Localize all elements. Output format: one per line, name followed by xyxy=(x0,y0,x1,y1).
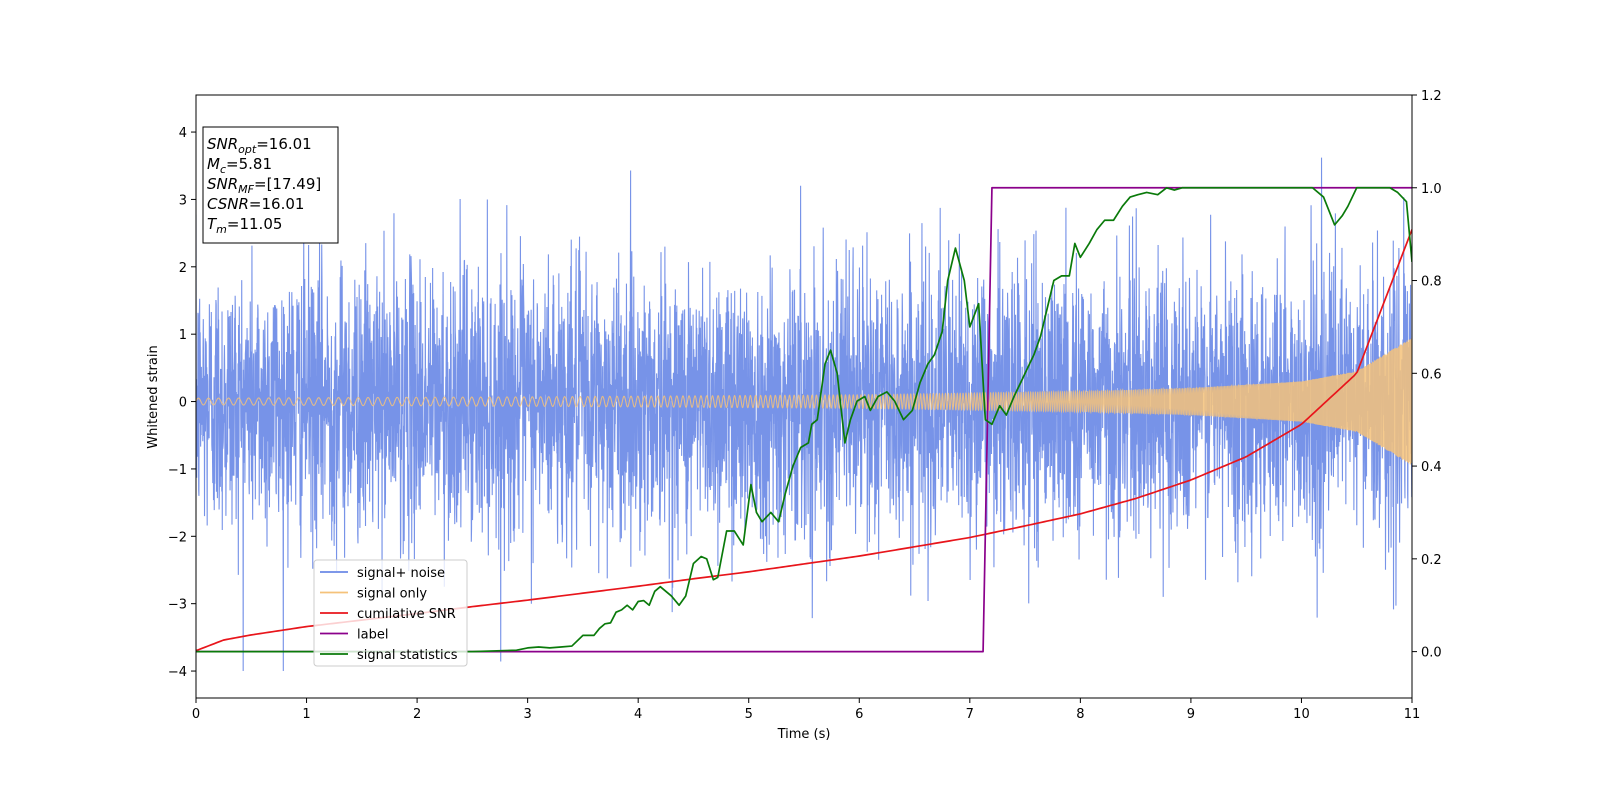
y-right-tick-label: 0.4 xyxy=(1421,460,1442,475)
annotation-line: SNRMF=[17.49] xyxy=(207,175,321,196)
annotation-subscript: opt xyxy=(238,143,257,156)
annotation-line: Mc=5.81 xyxy=(207,155,272,176)
x-tick-label: 9 xyxy=(1187,707,1195,722)
x-tick-label: 3 xyxy=(523,707,531,722)
annotation-symbol: CSNR xyxy=(207,195,249,213)
x-tick-label: 8 xyxy=(1076,707,1084,722)
annotation-symbol: SNR xyxy=(207,135,238,153)
y-right-tick-label: 1.0 xyxy=(1421,182,1442,197)
annotation-subscript: c xyxy=(220,163,226,176)
annotation-value: =16.01 xyxy=(256,135,312,153)
y-left-tick-label: 4 xyxy=(179,126,187,141)
annotation-subscript: m xyxy=(216,223,227,236)
x-tick-label: 7 xyxy=(966,707,974,722)
x-axis: 0 1 2 3 4 5 6 7 8 9 10 11 xyxy=(192,698,1420,722)
annotation-value: =11.05 xyxy=(227,215,283,233)
y-left-tick-label: −3 xyxy=(168,598,187,613)
legend-entry: label xyxy=(357,628,388,643)
legend-entry: signal statistics xyxy=(357,648,458,663)
y-left-tick-label: −1 xyxy=(168,463,187,478)
annotation-line: Tm=11.05 xyxy=(207,215,282,236)
x-tick-label: 0 xyxy=(192,707,200,722)
legend-items: signal+ noise signal only cumilative SNR la… xyxy=(320,566,458,663)
annotation-line: CSNR=16.01 xyxy=(207,195,304,213)
annotation-symbol: T xyxy=(207,215,218,233)
annotation-lines: SNRopt=16.01Mc=5.81SNRMF=[17.49]CSNR=16.… xyxy=(207,135,321,236)
x-tick-label: 4 xyxy=(634,707,642,722)
annotation-symbol: SNR xyxy=(207,175,238,193)
x-tick-label: 11 xyxy=(1404,707,1421,722)
x-tick-label: 6 xyxy=(855,707,863,722)
y-left-tick-label: 2 xyxy=(179,261,187,276)
annotation-value: =16.01 xyxy=(249,195,305,213)
y-left-tick-label: −4 xyxy=(168,665,187,680)
series-signal-statistics-line xyxy=(196,186,1412,653)
y-right-tick-label: 0.0 xyxy=(1421,646,1442,661)
x-axis-label: Time (s) xyxy=(777,727,831,742)
series-signal-noise-line xyxy=(196,157,1412,672)
y-axis-right: 0.0 0.2 0.4 0.6 0.8 1.0 1.2 xyxy=(1412,89,1442,661)
annotation-value: =5.81 xyxy=(226,155,272,173)
x-tick-label: 2 xyxy=(413,707,421,722)
y-axis-left: −4 −3 −2 −1 0 1 2 3 4 xyxy=(168,126,196,680)
annotation-subscript: MF xyxy=(238,183,254,196)
y-left-tick-label: 3 xyxy=(179,193,187,208)
series-signal-only-line xyxy=(196,338,1412,465)
legend: signal+ noise signal only cumilative SNR la… xyxy=(313,559,468,667)
y-right-tick-label: 1.2 xyxy=(1421,89,1442,104)
y-left-tick-label: −2 xyxy=(168,530,187,545)
annotation-line: SNRopt=16.01 xyxy=(207,135,312,156)
y-axis-label: Whitened strain xyxy=(146,345,161,448)
x-tick-label: 1 xyxy=(302,707,310,722)
y-left-tick-label: 1 xyxy=(179,328,187,343)
legend-entry: signal only xyxy=(357,587,427,602)
annotation-box: SNRopt=16.01Mc=5.81SNRMF=[17.49]CSNR=16.… xyxy=(202,126,339,244)
annotation-frame xyxy=(202,126,339,244)
y-right-tick-label: 0.6 xyxy=(1421,367,1442,382)
y-right-tick-label: 0.8 xyxy=(1421,275,1442,290)
legend-entry: signal+ noise xyxy=(357,566,445,581)
y-left-tick-label: 0 xyxy=(179,396,187,411)
x-tick-label: 5 xyxy=(745,707,753,722)
annotation-value: =[17.49] xyxy=(254,175,321,193)
y-right-tick-label: 0.2 xyxy=(1421,553,1442,568)
legend-frame xyxy=(313,559,468,667)
legend-entry: cumilative SNR xyxy=(357,607,456,622)
plot-frame xyxy=(195,94,1413,699)
x-tick-label: 10 xyxy=(1293,707,1310,722)
annotation-symbol: M xyxy=(207,155,220,173)
